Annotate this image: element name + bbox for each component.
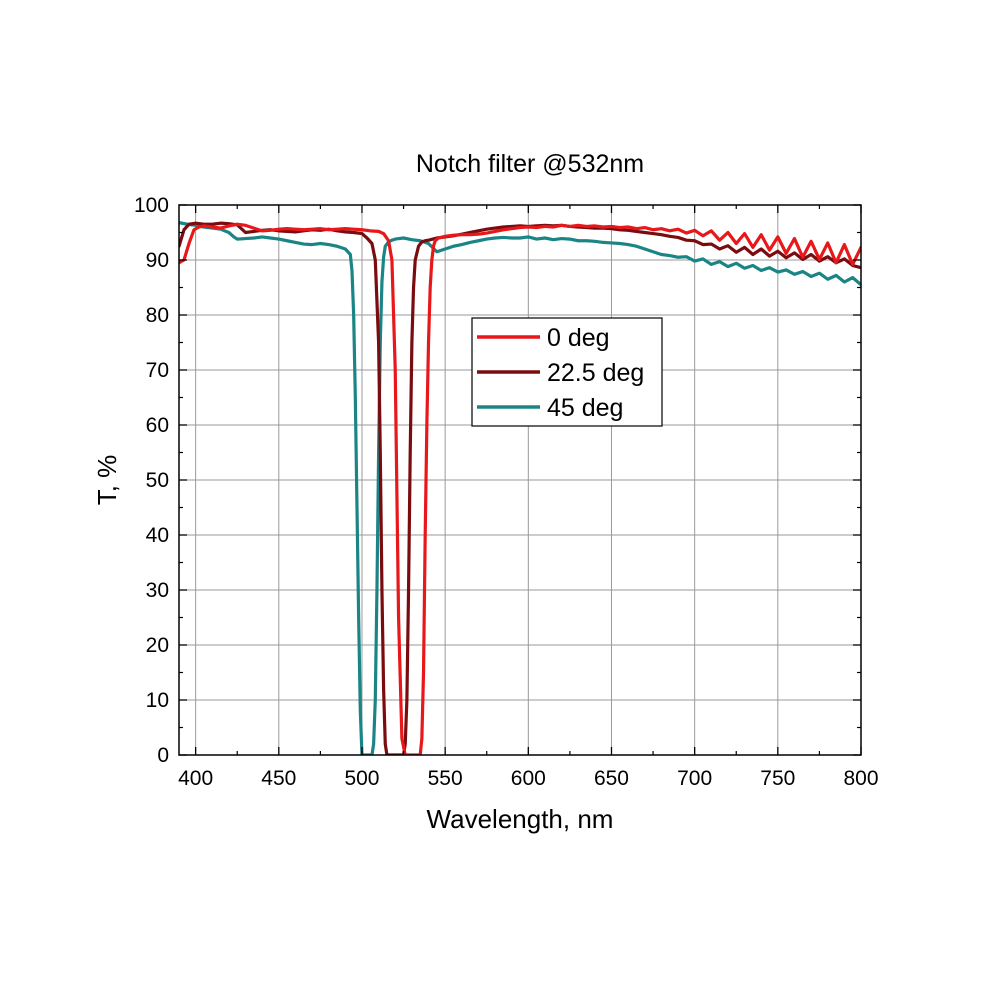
legend-label-45-deg: 45 deg — [547, 394, 623, 422]
y-tick-label: 60 — [146, 414, 169, 437]
legend-label-0-deg: 0 deg — [547, 324, 610, 352]
y-tick-labels: 0 10 20 30 40 50 60 70 80 90 100 — [134, 194, 169, 767]
y-tick-label: 30 — [146, 579, 169, 602]
x-axis-title: Wavelength, nm — [427, 804, 614, 834]
chart-title: Notch filter @532nm — [416, 150, 644, 178]
y-tick-label: 80 — [146, 304, 169, 327]
legend-label-22-5-deg: 22.5 deg — [547, 359, 644, 387]
x-tick-label: 650 — [594, 767, 629, 790]
x-tick-label: 400 — [178, 767, 213, 790]
y-tick-label: 40 — [146, 524, 169, 547]
y-tick-label: 90 — [146, 249, 169, 272]
y-tick-label: 70 — [146, 359, 169, 382]
x-tick-labels: 400 450 500 550 600 650 700 750 800 — [178, 767, 878, 790]
series-line-22-5-deg — [179, 221, 861, 755]
x-tick-label: 500 — [344, 767, 379, 790]
y-axis-title: T, % — [92, 455, 122, 506]
legend: 0 deg 22.5 deg 45 deg — [471, 317, 663, 427]
y-tick-label: 20 — [146, 634, 169, 657]
series-lines — [179, 221, 861, 755]
series-line-0-deg — [179, 222, 861, 755]
x-tick-label: 700 — [677, 767, 712, 790]
series-line-45-deg — [179, 221, 861, 755]
y-tick-label: 10 — [146, 689, 169, 712]
axis-ticks — [179, 204, 862, 756]
x-tick-label: 750 — [760, 767, 795, 790]
x-tick-label: 550 — [428, 767, 463, 790]
y-tick-label: 0 — [157, 744, 169, 767]
x-tick-label: 450 — [261, 767, 296, 790]
grid-lines — [179, 204, 862, 756]
y-tick-label: 100 — [134, 194, 169, 217]
x-tick-label: 600 — [511, 767, 546, 790]
y-tick-label: 50 — [146, 469, 169, 492]
x-tick-label: 800 — [843, 767, 878, 790]
